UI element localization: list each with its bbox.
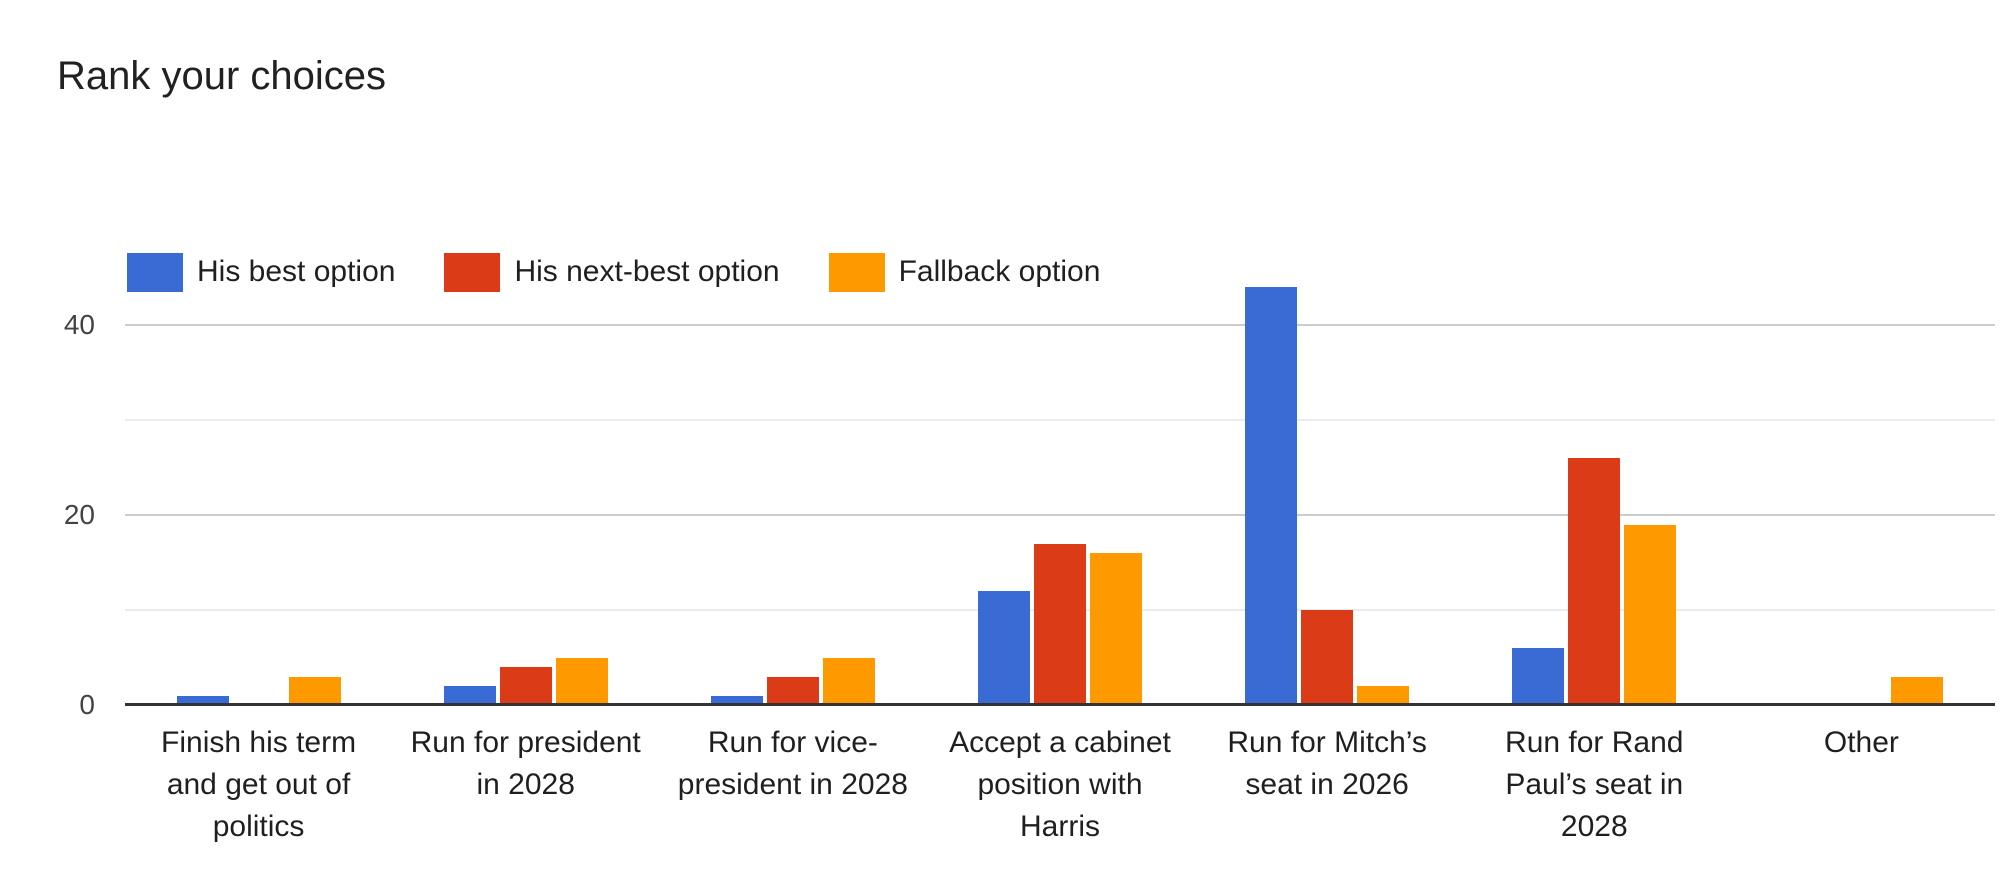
y-axis-ticks: 0 20 40 [0,225,98,720]
category-label-line: in 2028 [476,768,575,801]
category-label-line: Run for Rand [1505,726,1684,759]
gridline-30 [125,419,1995,421]
category-label: Accept a cabinet position with Harris [926,722,1193,848]
category-label-line: and get out of [166,768,351,801]
category-label-line: Other [1823,726,1899,759]
chart-title: Rank your choices [57,54,387,98]
bar [499,667,552,705]
bar [1891,676,1944,705]
category-label-line: Paul’s seat in [1505,768,1684,801]
category-label: Run for president in 2028 [392,722,659,848]
bar [710,695,763,705]
category-label-line: Run for Mitch’s [1227,726,1427,759]
category-label: Finish his term and get out of politics [125,722,392,848]
category-label-line: seat in 2026 [1245,768,1409,801]
category-label: Run for vice-president in 2028 [659,722,926,848]
bar [1033,543,1086,705]
gridline-20 [125,514,1995,516]
category-label: Run for Mitch’s seat in 2026 [1194,722,1461,848]
bar-group [392,225,659,705]
category-label-line: politics [212,810,305,843]
bar-group [125,225,392,705]
bar [1301,610,1354,705]
category-label-line: Run for president [410,726,641,759]
category-label-line: position with [977,768,1143,801]
plot-area [125,225,1995,706]
category-label-line: Harris [1019,810,1100,843]
bar [1245,287,1298,705]
bar [443,686,496,705]
category-label-line: 2028 [1560,810,1628,843]
bar [1512,648,1565,705]
y-tick-label: 40 [63,309,95,340]
chart-legend: His best option His next-best option Fallb… [127,252,1100,292]
legend-item: Fallback option [828,252,1101,292]
legend-swatch [127,252,183,292]
bar-group [926,225,1193,705]
legend-item: His best option [127,252,396,292]
bar-group [1728,225,1995,705]
x-axis-labels: Finish his term and get out of politics Run… [125,722,1995,848]
bar [288,676,341,705]
y-tick-label: 0 [79,689,95,720]
category-label-line: Accept a cabinet [949,726,1171,759]
bar [766,676,819,705]
category-label-line: Run for vice- [707,726,878,759]
legend-swatch [444,252,501,292]
x-axis-line [125,703,1995,706]
bar-group [1194,225,1461,705]
bar [1089,553,1142,705]
category-label-line: Finish his term [161,726,357,759]
legend-label: Fallback option [898,255,1101,288]
category-label-line: president in 2028 [677,768,908,801]
category-label: Run for Rand Paul’s seat in 2028 [1461,722,1728,848]
y-tick-label: 20 [63,499,95,530]
gridline-40 [125,324,1995,326]
category-label: Other [1728,722,1995,848]
bar-groups [125,225,1995,705]
bar [977,591,1030,705]
bar [1624,524,1677,705]
bar [176,695,229,705]
bar-group [659,225,926,705]
legend-label: His next-best option [514,255,780,288]
bar [1568,458,1621,705]
legend-item: His next-best option [444,252,780,292]
legend-swatch [828,252,885,292]
legend-label: His best option [197,255,396,288]
bar [1357,686,1410,705]
bar [555,657,608,705]
bar [822,657,875,705]
bar-group [1461,225,1728,705]
